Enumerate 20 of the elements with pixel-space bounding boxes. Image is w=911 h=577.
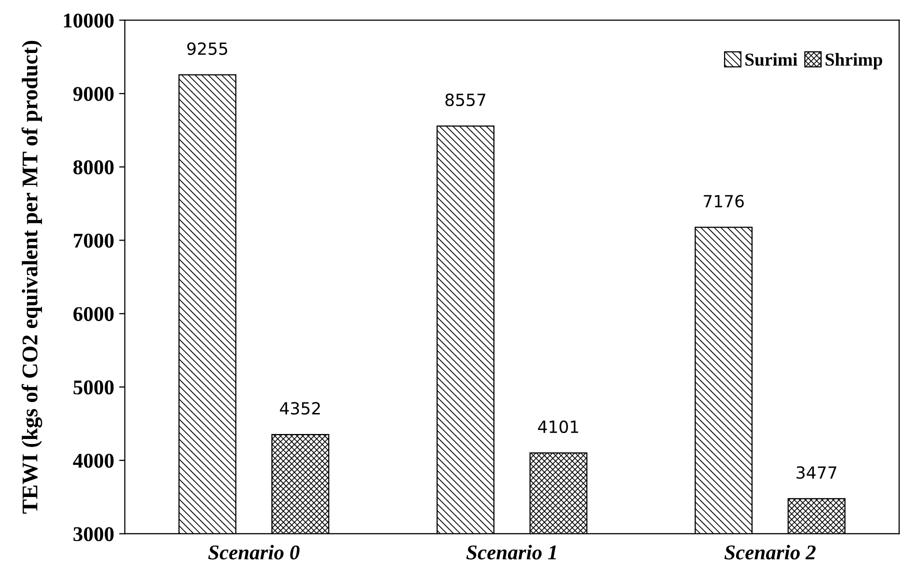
y-tick-label: 3000 <box>74 527 114 542</box>
y-tick-label: 7000 <box>74 234 114 248</box>
data-label: 7176 <box>704 194 744 208</box>
x-tick-label: Scenario 2 <box>724 544 816 560</box>
y-tick-label: 10000 <box>64 14 114 28</box>
y-tick-label: 6000 <box>73 307 114 322</box>
y-tick-label: 5000 <box>74 380 114 394</box>
data-label: 4352 <box>280 402 320 415</box>
data-label: 8557 <box>445 94 486 106</box>
y-tick-label: 9000 <box>73 86 114 101</box>
data-label: 4101 <box>538 420 578 434</box>
legend-label: Surimi <box>745 53 798 66</box>
y-tick-label: 8000 <box>73 160 114 174</box>
y-tick-label: 4000 <box>73 454 114 468</box>
x-tick-label: Scenario 1 <box>466 544 556 560</box>
data-label: 9255 <box>187 42 228 55</box>
data-label: 3477 <box>796 466 836 479</box>
y-axis-title: TEWI (kgs of CO2 equivalent per MT of product) <box>22 40 42 514</box>
legend-label: Shrimp <box>826 53 882 70</box>
x-tick-label: Scenario 0 <box>208 544 300 560</box>
